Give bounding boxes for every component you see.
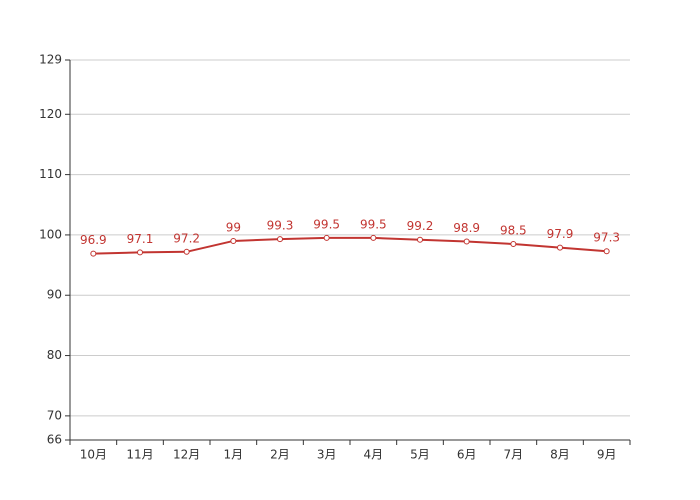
- point: [90, 250, 97, 257]
- x-tick-label: 8月: [550, 448, 570, 462]
- line: [93, 236, 607, 255]
- value-label: 97.3: [593, 231, 620, 245]
- point: [463, 238, 470, 245]
- x-tick-label: 4月: [364, 448, 384, 462]
- value-label: 99.2: [407, 219, 434, 233]
- y-tick-label: 70: [47, 408, 62, 422]
- point: [137, 249, 143, 256]
- point: [230, 237, 237, 244]
- point: [510, 240, 517, 247]
- point: [603, 248, 610, 255]
- x-tick-label: 11月: [126, 448, 153, 462]
- value-label: 99.5: [313, 217, 340, 231]
- y-tick-label: 120: [39, 107, 62, 121]
- y-tick-label: 90: [47, 288, 62, 302]
- y-tick-label: 66: [47, 433, 62, 447]
- y-tick-label: 100: [39, 227, 62, 241]
- value-label: 99.3: [267, 219, 294, 233]
- x-tick-label: 1月: [224, 448, 244, 462]
- x-tick-label: 7月: [504, 448, 524, 462]
- value-label: 99.5: [360, 217, 387, 231]
- point: [323, 234, 330, 241]
- point: [183, 248, 190, 255]
- x-tick-label: 2月: [270, 448, 290, 462]
- point: [277, 236, 283, 243]
- value-label: 96.9: [80, 233, 107, 247]
- value-label: 97.9: [547, 227, 574, 241]
- x-tick-label: 10月: [80, 448, 107, 462]
- x-tick-label: 6月: [457, 448, 477, 462]
- value-label: 97.2: [173, 231, 200, 245]
- y-tick-label: 80: [47, 348, 62, 362]
- x-tick-label: 12月: [173, 448, 200, 462]
- point: [417, 236, 423, 243]
- y-tick-label: 129: [39, 53, 62, 67]
- y-tick-label: 110: [39, 167, 62, 181]
- point: [370, 234, 377, 241]
- value-label: 98.5: [500, 223, 527, 237]
- value-label: 98.9: [453, 221, 480, 235]
- x-tick-label: 9月: [597, 448, 617, 462]
- point: [557, 244, 563, 251]
- value-label: 99: [226, 220, 241, 234]
- x-tick-label: 5月: [410, 448, 430, 462]
- x-tick-label: 3月: [317, 448, 337, 462]
- value-label: 97.1: [127, 232, 154, 246]
